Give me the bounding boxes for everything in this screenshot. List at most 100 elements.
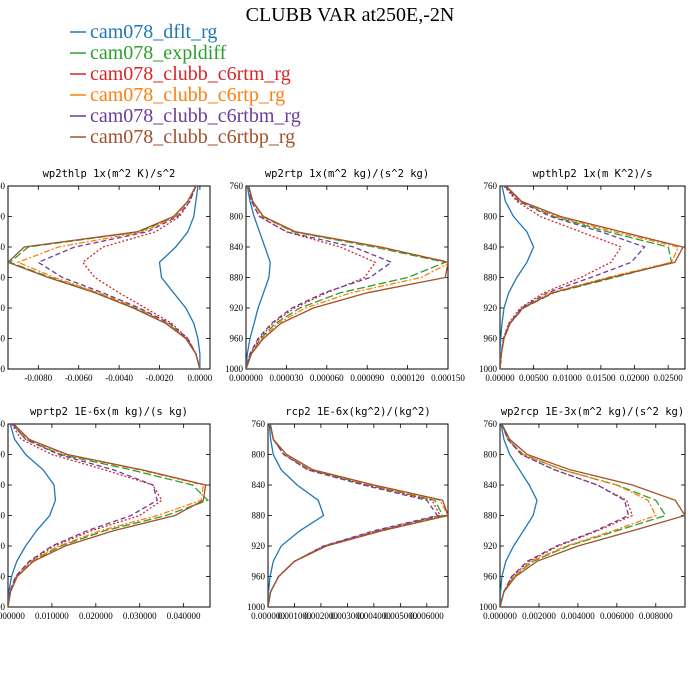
series-line [8, 424, 159, 607]
y-tick-label: 760 [484, 419, 498, 429]
panel: wp2thlp 1x(m^2 K)/s^2 760 800 840 880 920 960 1… [0, 168, 213, 383]
x-tick-label: 0.00500 [519, 373, 549, 383]
y-tick-label: 800 [0, 450, 6, 460]
y-tick-label: 960 [252, 572, 266, 582]
series-line [268, 424, 448, 607]
y-tick-label: 840 [484, 480, 498, 490]
series-line [500, 424, 538, 607]
y-tick-label: 800 [0, 212, 6, 222]
series-line [500, 186, 646, 369]
series-line [16, 186, 201, 369]
panels: wp2thlp 1x(m^2 K)/s^2 760 800 840 880 920 960 1… [0, 168, 686, 621]
y-tick-label: 840 [230, 242, 244, 252]
x-tick-label: 0.003000 [331, 611, 365, 621]
legend-label: cam078_clubb_c6rtbm_rg [90, 105, 301, 127]
y-tick-label: 920 [484, 303, 498, 313]
series-line [268, 424, 439, 607]
x-tick-label: 0.01000 [553, 373, 583, 383]
panel-title: wp2rcp 1E-3x(m^2 kg)/(s^2 kg) [501, 406, 684, 418]
panel: wp2rtp 1x(m^2 kg)/(s^2 kg) 760 800 840 880 92… [225, 168, 465, 383]
y-tick-label: 800 [230, 212, 244, 222]
series-line [246, 186, 377, 369]
y-tick-label: 760 [252, 419, 266, 429]
y-tick-label: 880 [484, 273, 498, 283]
legend-label: cam078_clubb_c6rtm_rg [90, 63, 291, 85]
series-line [8, 424, 207, 607]
y-tick-label: 960 [0, 334, 6, 344]
series-line [500, 186, 680, 369]
series-line [500, 424, 657, 607]
x-tick-label: 0.001000 [278, 611, 312, 621]
panel-frame [499, 423, 686, 608]
series-line [268, 424, 442, 607]
y-tick-label: 760 [0, 419, 6, 429]
legend: cam078_dflt_rgcam078_expldiffcam078_club… [70, 21, 301, 148]
x-tick-label: 0.00000 [485, 373, 515, 383]
series-line [500, 186, 673, 369]
y-tick-label: 880 [0, 511, 6, 521]
y-tick-label: 840 [484, 242, 498, 252]
y-tick-label: 880 [230, 273, 244, 283]
x-tick-label: 0.01500 [586, 373, 616, 383]
y-tick-label: 920 [0, 303, 6, 313]
series-line [500, 424, 667, 607]
x-tick-label: -0.0060 [65, 373, 93, 383]
x-tick-label: 0.000030 [270, 373, 304, 383]
series-line [246, 186, 448, 369]
y-tick-label: 800 [484, 450, 498, 460]
x-tick-label: 0.000000 [0, 611, 25, 621]
legend-label: cam078_clubb_c6rtp_rg [90, 84, 285, 106]
x-tick-label: -0.0020 [146, 373, 174, 383]
x-tick-label: 0.008000 [639, 611, 673, 621]
x-tick-label: 0.000000 [483, 611, 517, 621]
series-line [246, 186, 271, 369]
series-line [500, 186, 623, 369]
series-line [268, 424, 448, 607]
y-tick-label: 840 [252, 480, 266, 490]
x-tick-label: -0.0040 [105, 373, 133, 383]
figure-title: CLUBB VAR at250E,-2N [246, 4, 455, 26]
series-line [8, 424, 209, 607]
panel-title: rcp2 1E-6x(kg^2)/(kg^2) [285, 406, 430, 418]
y-tick-label: 960 [484, 572, 498, 582]
series-line [8, 424, 57, 607]
x-tick-label: 0.020000 [79, 611, 113, 621]
legend-label: cam078_dflt_rg [90, 21, 217, 43]
y-tick-label: 840 [0, 242, 6, 252]
y-tick-label: 1000 [479, 602, 498, 612]
series-line [81, 186, 201, 369]
y-tick-label: 1000 [0, 364, 6, 374]
x-tick-label: 0.005000 [383, 611, 417, 621]
x-tick-label: 0.000090 [350, 373, 384, 383]
legend-label: cam078_clubb_c6rtbp_rg [90, 126, 295, 148]
y-tick-label: 1000 [247, 602, 266, 612]
x-tick-label: 0.000000 [229, 373, 263, 383]
panel-title: wprtp2 1E-6x(m kg)/(s kg) [30, 406, 188, 418]
x-tick-label: 0.006000 [600, 611, 634, 621]
series-line [246, 186, 448, 369]
x-tick-label: 0.000120 [391, 373, 425, 383]
x-tick-label: 0.02500 [654, 373, 684, 383]
y-tick-label: 1000 [0, 602, 6, 612]
y-tick-label: 760 [484, 181, 498, 191]
y-tick-label: 920 [0, 541, 6, 551]
panel: wp2rcp 1E-3x(m^2 kg)/(s^2 kg)760 800 840 88… [479, 406, 686, 621]
x-tick-label: 0.0000 [188, 373, 213, 383]
y-tick-label: 960 [0, 572, 6, 582]
x-tick-label: -0.0080 [24, 373, 52, 383]
panel: rcp2 1E-6x(kg^2)/(kg^2) 760 800 840 880 920 96… [247, 406, 449, 621]
x-tick-label: 0.000150 [431, 373, 465, 383]
y-tick-label: 760 [0, 181, 6, 191]
series-line [8, 186, 201, 369]
panel: wprtp2 1E-6x(m kg)/(s kg) 760 800 840 880 920… [0, 406, 211, 621]
y-tick-label: 960 [230, 334, 244, 344]
x-tick-label: 0.040000 [167, 611, 201, 621]
series-line [246, 186, 393, 369]
panel-title: wpthlp2 1x(m K^2)/s [532, 168, 652, 180]
y-tick-label: 880 [0, 273, 6, 283]
legend-label: cam078_expldiff [90, 42, 227, 64]
panel-frame [7, 423, 211, 608]
y-tick-label: 920 [252, 541, 266, 551]
y-tick-label: 840 [0, 480, 6, 490]
